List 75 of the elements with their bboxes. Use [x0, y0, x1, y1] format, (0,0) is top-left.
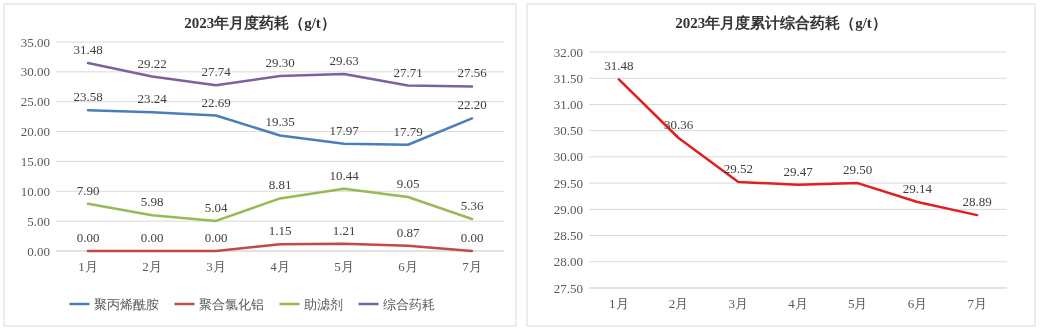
- data-label: 29.30: [265, 55, 295, 71]
- y-tick-label: 15.00: [20, 153, 50, 169]
- data-label: 0.00: [76, 230, 100, 245]
- x-tick-label: 1月: [609, 296, 629, 311]
- data-label: 29.22: [137, 55, 167, 71]
- legend-label: 综合药耗: [382, 297, 435, 312]
- data-label: 0.00: [140, 230, 164, 245]
- y-tick-label: 27.50: [553, 280, 583, 296]
- data-label: 31.48: [73, 42, 103, 58]
- data-label: 17.97: [329, 122, 360, 138]
- data-label: 29.52: [723, 161, 753, 177]
- data-label: 28.89: [962, 194, 992, 210]
- data-label: 0.00: [204, 230, 228, 245]
- line-series: [86, 242, 474, 253]
- x-tick-label: 4月: [788, 296, 808, 311]
- y-tick-label: 29.00: [553, 201, 583, 217]
- legend-label: 聚丙烯酰胺: [93, 297, 159, 312]
- chart-title: 2023年月度累计综合药耗（g/t）: [675, 14, 887, 31]
- x-tick-label: 4月: [270, 259, 290, 274]
- x-tick-label: 1月: [78, 259, 98, 274]
- x-tick-label: 6月: [398, 259, 418, 274]
- data-label: 9.05: [396, 175, 420, 191]
- data-label: 5.04: [204, 199, 228, 215]
- data-label: 29.14: [902, 180, 933, 196]
- y-tick-label: 20.00: [20, 124, 50, 140]
- y-tick-label: 30.50: [553, 123, 583, 139]
- x-tick-label: 2月: [142, 259, 162, 274]
- y-tick-label: 29.50: [553, 175, 583, 191]
- y-tick-label: 25.00: [20, 94, 50, 110]
- y-tick-label: 31.00: [553, 96, 583, 112]
- x-tick-label: 7月: [462, 259, 482, 274]
- x-tick-label: 7月: [967, 296, 987, 311]
- data-label: 22.69: [201, 94, 231, 110]
- line-series: [86, 108, 474, 147]
- y-tick-label: 30.00: [20, 64, 50, 80]
- y-tick-label: 5.00: [27, 213, 50, 229]
- legend-label: 聚合氯化铝: [198, 297, 264, 312]
- data-label: 1.21: [332, 222, 356, 238]
- data-label: 17.79: [393, 123, 423, 139]
- data-label: 30.36: [663, 117, 694, 133]
- x-tick-label: 3月: [728, 296, 749, 311]
- x-tick-label: 6月: [907, 296, 928, 311]
- data-label: 10.44: [329, 167, 360, 183]
- data-label: 5.36: [460, 197, 484, 213]
- data-label: 27.56: [457, 65, 488, 81]
- y-tick-label: 35.00: [20, 34, 50, 50]
- y-tick-label: 30.00: [553, 149, 583, 165]
- y-tick-label: 0.00: [27, 243, 50, 259]
- y-tick-label: 32.00: [553, 44, 583, 60]
- x-tick-label: 2月: [668, 296, 689, 311]
- legend-label: 助滤剂: [303, 297, 343, 312]
- data-label: 27.74: [201, 64, 232, 80]
- data-label: 23.24: [137, 91, 168, 107]
- data-label: 23.58: [73, 89, 103, 105]
- x-tick-label: 5月: [334, 259, 354, 274]
- chart-title: 2023年月度药耗（g/t）: [184, 14, 336, 31]
- data-label: 1.15: [268, 223, 292, 239]
- data-label: 19.35: [265, 114, 295, 130]
- data-label: 27.71: [393, 64, 423, 80]
- data-label: 31.48: [604, 58, 634, 74]
- y-tick-label: 28.50: [553, 228, 583, 244]
- y-tick-label: 28.00: [553, 254, 583, 270]
- x-tick-label: 5月: [847, 296, 868, 311]
- y-tick-label: 31.50: [553, 70, 583, 86]
- data-label: 0.00: [460, 230, 484, 245]
- data-label: 5.98: [140, 194, 164, 210]
- data-label: 29.50: [843, 162, 873, 178]
- data-label: 0.87: [396, 224, 420, 240]
- data-label: 7.90: [76, 182, 100, 198]
- data-label: 8.81: [268, 177, 292, 193]
- y-tick-label: 10.00: [20, 183, 50, 199]
- data-label: 29.47: [783, 163, 814, 179]
- data-label: 29.63: [329, 53, 359, 69]
- data-label: 22.20: [457, 97, 487, 113]
- x-tick-label: 3月: [206, 259, 226, 274]
